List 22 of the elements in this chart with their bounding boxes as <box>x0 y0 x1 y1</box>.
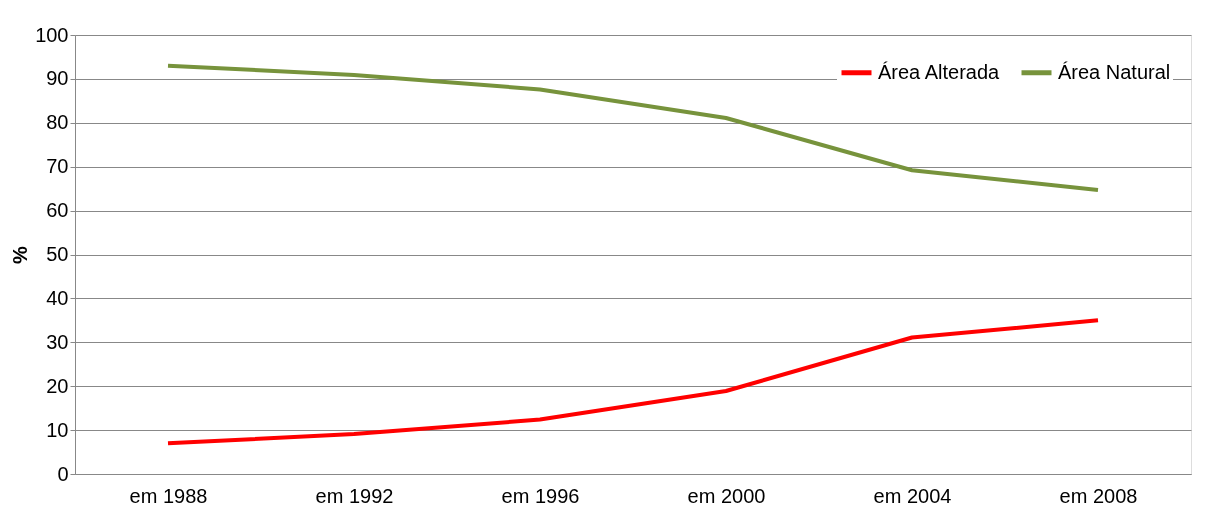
y-tick-label: 80 <box>46 111 69 134</box>
x-tick-label: em 2004 <box>873 484 952 507</box>
y-axis-title: % <box>9 245 32 264</box>
x-tick-label: em 1996 <box>501 484 580 507</box>
y-tick-label: 60 <box>46 199 69 222</box>
x-tick-label: em 2000 <box>687 484 766 507</box>
y-tick-label: 30 <box>46 330 69 353</box>
y-tick-label: 100 <box>35 23 69 46</box>
y-tick-label: 10 <box>46 418 69 441</box>
y-tick-label: 0 <box>57 462 69 485</box>
legend-label: Área Alterada <box>878 60 1001 83</box>
y-tick-label: 40 <box>46 286 69 309</box>
x-tick-label: em 1988 <box>129 484 208 507</box>
y-tick-label: 20 <box>46 374 69 397</box>
x-tick-label: em 1992 <box>315 484 394 507</box>
y-tick-label: 90 <box>46 67 69 90</box>
legend-label: Área Natural <box>1058 60 1171 83</box>
x-tick-label: em 2008 <box>1059 484 1138 507</box>
y-tick-label: 70 <box>46 155 69 178</box>
line-series <box>166 63 1100 192</box>
line-series <box>166 318 1100 446</box>
y-tick-label: 50 <box>46 243 69 265</box>
